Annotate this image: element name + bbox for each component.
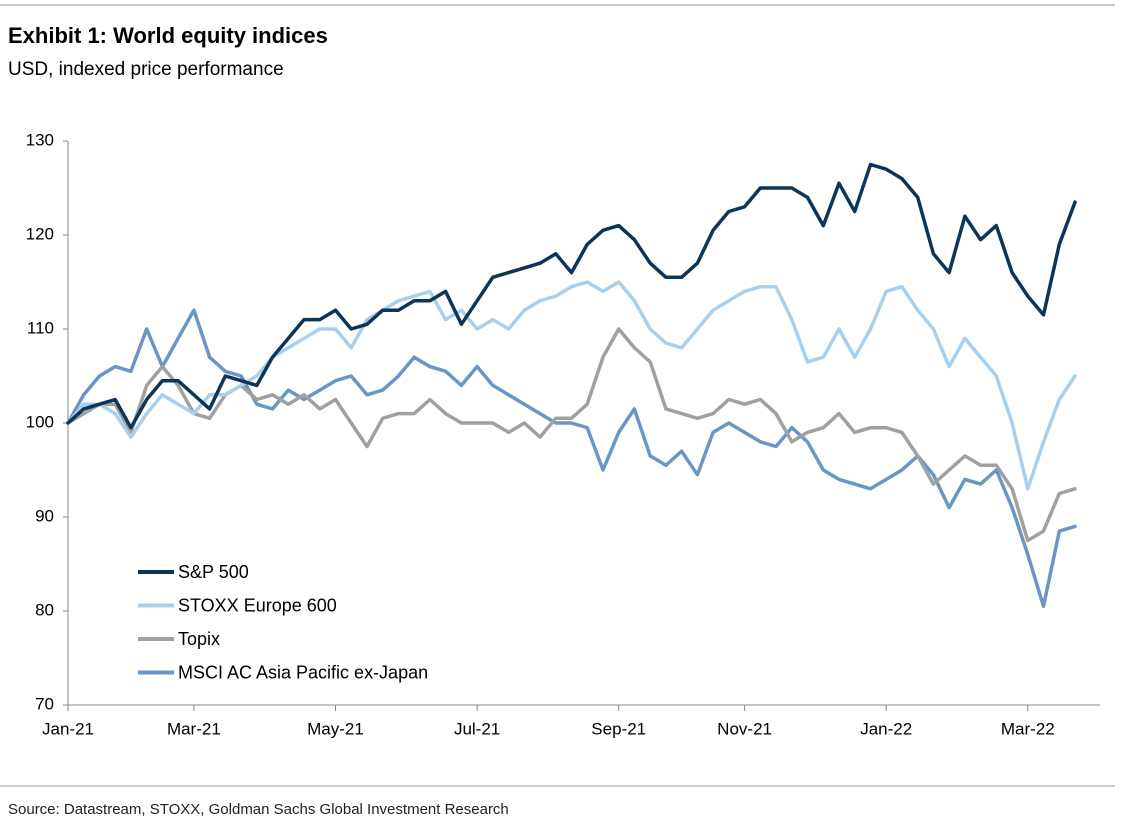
series-line <box>66 162 1077 430</box>
x-tick-label: Jan-22 <box>860 719 912 738</box>
legend-label: MSCI AC Asia Pacific ex-Japan <box>178 662 428 682</box>
y-tick-label: 80 <box>35 600 54 619</box>
x-tick-label: Mar-22 <box>1001 719 1055 738</box>
y-tick-label: 120 <box>26 224 54 243</box>
x-tick-label: Jul-21 <box>454 719 500 738</box>
legend-label: Topix <box>178 629 220 649</box>
y-tick-label: 100 <box>26 412 54 431</box>
x-tick-label: Jan-21 <box>42 719 94 738</box>
y-tick-label: 130 <box>26 130 54 149</box>
x-tick-label: May-21 <box>307 719 364 738</box>
y-tick-label: 110 <box>27 318 54 337</box>
legend-label: STOXX Europe 600 <box>178 595 337 615</box>
y-tick-label: 90 <box>35 506 54 525</box>
series-line <box>66 308 1077 609</box>
y-tick-label: 70 <box>35 694 54 713</box>
legend-label: S&P 500 <box>178 562 249 582</box>
chart-title: Exhibit 1: World equity indices <box>8 23 328 48</box>
x-tick-label: Sep-21 <box>591 719 646 738</box>
series-line <box>66 327 1077 543</box>
x-tick-label: Nov-21 <box>717 719 772 738</box>
series-line <box>66 280 1077 491</box>
source-note: Source: Datastream, STOXX, Goldman Sachs… <box>8 801 509 818</box>
chart-subtitle: USD, indexed price performance <box>8 59 284 80</box>
x-tick-label: Mar-21 <box>167 719 221 738</box>
